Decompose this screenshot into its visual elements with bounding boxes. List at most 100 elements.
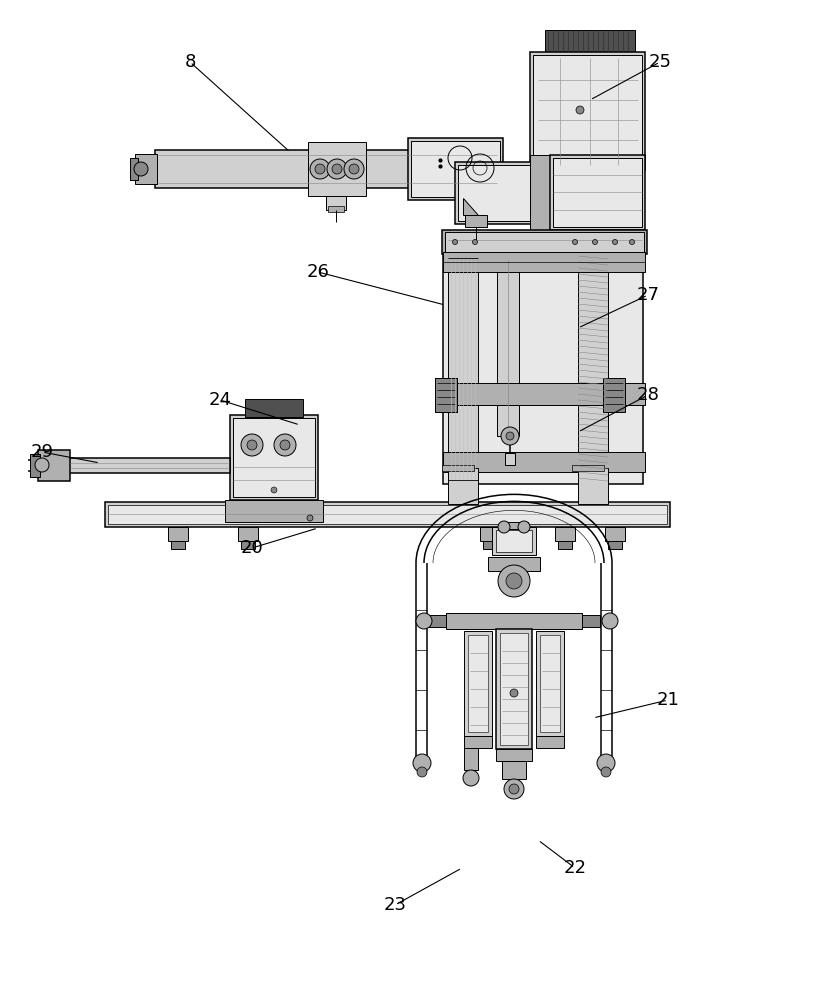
Bar [238,527,258,541]
Bar [241,541,255,549]
Bar [130,158,138,180]
Bar [443,252,645,272]
Bar [496,749,532,761]
Bar [225,500,323,522]
Bar [497,256,519,436]
Circle shape [463,770,479,786]
Circle shape [417,767,427,777]
Bar [553,158,642,227]
Bar [603,378,625,412]
Bar [435,378,457,412]
Bar [505,453,515,465]
Bar [605,527,625,541]
Circle shape [416,613,432,629]
Circle shape [327,159,347,179]
Bar [464,748,478,770]
Circle shape [349,164,359,174]
Bar [458,165,530,221]
Circle shape [518,521,530,533]
Bar [536,631,564,736]
Text: 25: 25 [649,53,672,71]
Polygon shape [463,198,478,215]
Bar [608,541,622,549]
Circle shape [601,767,611,777]
Bar [480,527,500,541]
Circle shape [498,521,510,533]
Bar [233,418,315,497]
Bar [446,613,582,629]
Bar [442,230,647,254]
Text: 22: 22 [563,859,587,877]
Bar [155,150,500,188]
Bar [442,465,474,471]
Circle shape [509,784,519,794]
Bar [445,232,644,252]
Bar [168,527,188,541]
Bar [533,55,642,167]
Text: 27: 27 [637,286,659,304]
Bar [502,761,526,779]
Bar [326,196,346,210]
Bar [245,399,303,417]
Bar [435,378,457,412]
Circle shape [602,613,618,629]
Circle shape [280,440,290,450]
Circle shape [572,239,578,244]
Bar [135,154,157,184]
Bar [483,541,497,549]
Circle shape [473,239,478,244]
Circle shape [310,159,330,179]
Circle shape [307,515,313,521]
Bar [308,142,366,196]
Bar [411,141,500,197]
Circle shape [506,432,514,440]
Bar [488,557,540,571]
Bar [530,52,645,170]
Bar [443,383,645,405]
Bar [448,256,478,482]
Text: 26: 26 [306,263,329,281]
Circle shape [504,779,524,799]
Bar [500,256,516,268]
Bar [428,615,446,627]
Circle shape [274,434,296,456]
Circle shape [593,239,597,244]
Bar [555,527,575,541]
Bar [448,468,478,504]
Bar [582,615,600,627]
Circle shape [134,162,148,176]
Circle shape [241,434,263,456]
Circle shape [452,239,457,244]
Circle shape [35,458,49,472]
Bar [545,30,635,52]
Bar [443,452,645,472]
Circle shape [247,440,257,450]
Bar [558,541,572,549]
Circle shape [498,565,530,597]
Bar [171,541,185,549]
Circle shape [413,754,431,772]
Bar [572,465,604,471]
Bar [500,522,528,529]
Bar [468,635,488,732]
Circle shape [597,754,615,772]
Bar [38,450,70,481]
Text: 20: 20 [240,539,263,557]
Bar [492,527,536,555]
Bar [408,138,503,200]
Bar [540,635,560,732]
Bar [105,502,670,527]
Bar [465,215,487,227]
Circle shape [315,164,325,174]
Circle shape [332,164,342,174]
Circle shape [344,159,364,179]
Text: 23: 23 [384,896,407,914]
Bar [464,631,492,736]
Text: 8: 8 [184,53,196,71]
Circle shape [271,487,277,493]
Bar [536,736,564,748]
Circle shape [576,106,584,114]
Bar [550,155,645,230]
Bar [68,458,230,473]
Circle shape [506,573,522,589]
